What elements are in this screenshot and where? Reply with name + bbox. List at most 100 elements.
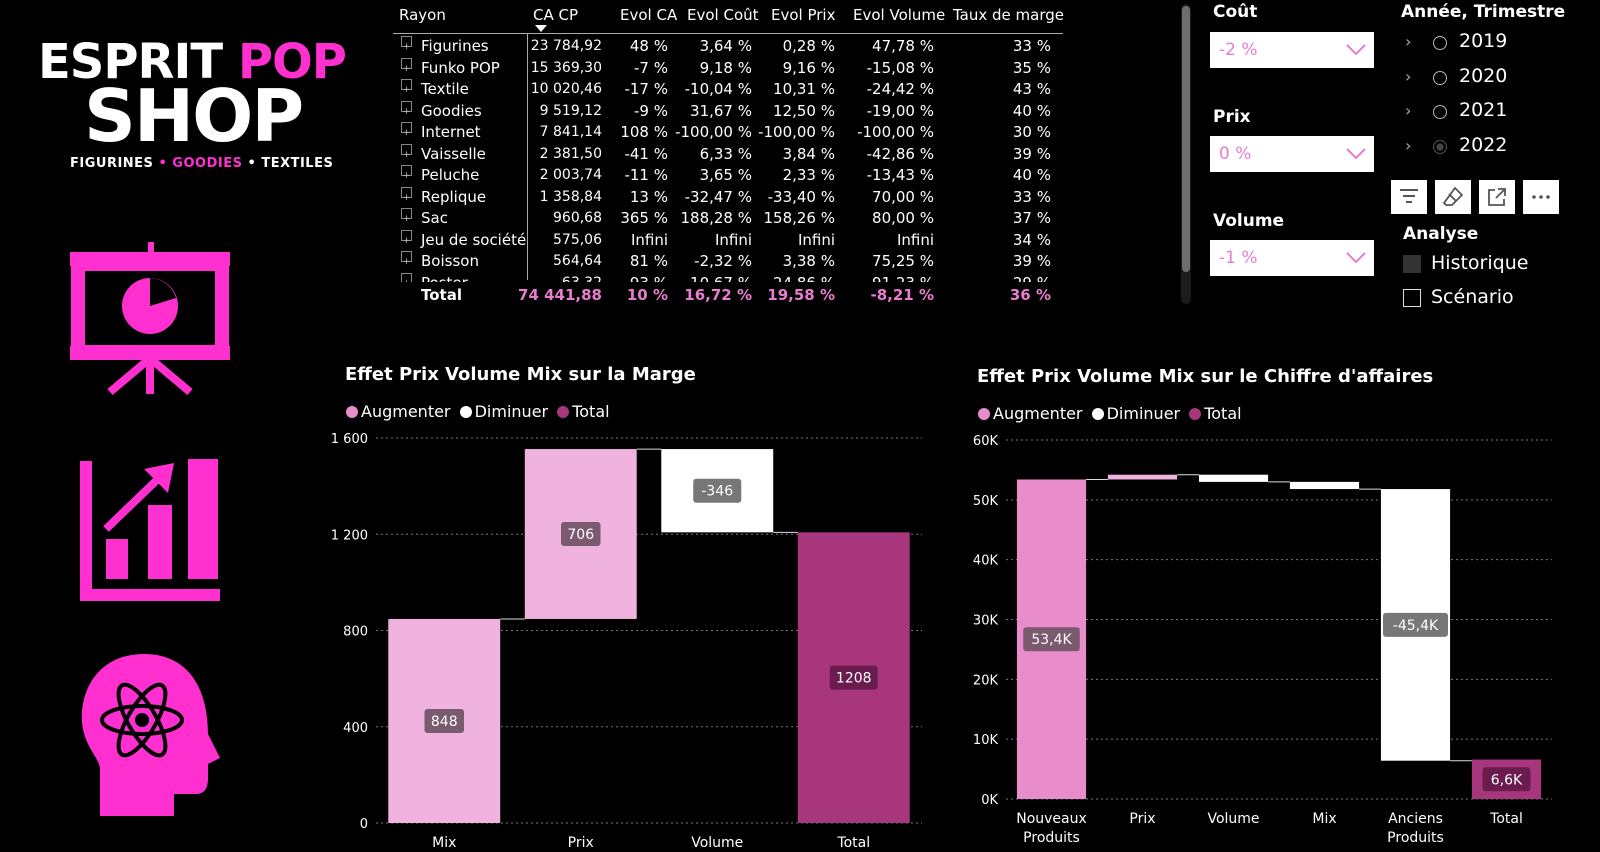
legend-item-increase[interactable]: Augmenter bbox=[346, 402, 451, 421]
radio-icon[interactable] bbox=[1433, 70, 1447, 85]
expand-row-icon[interactable]: + bbox=[401, 79, 412, 95]
clear-button[interactable] bbox=[1435, 180, 1471, 214]
col-header-evol-ca[interactable]: Evol CA bbox=[620, 6, 678, 24]
checkbox-icon[interactable] bbox=[1403, 255, 1421, 273]
cell-ca-cp: 2 381,50 bbox=[539, 145, 602, 162]
y-tick-label: 10K bbox=[973, 733, 999, 748]
cell-taux-marge: 39 % bbox=[1012, 252, 1051, 270]
eraser-icon bbox=[1443, 187, 1463, 206]
table-row[interactable]: + Textile 10 020,46 -17 % -10,04 % 10,31 % -24… bbox=[393, 79, 1065, 100]
expand-row-icon[interactable]: + bbox=[401, 100, 412, 117]
cell-rayon: Internet bbox=[421, 123, 481, 141]
legend-item-decrease[interactable]: Diminuer bbox=[1091, 404, 1180, 423]
radio-icon[interactable] bbox=[1433, 105, 1447, 119]
legend-dot-icon bbox=[1189, 408, 1202, 420]
table-row[interactable]: + Figurines 23 784,92 48 % 3,64 % 0,28 % 47,78… bbox=[393, 36, 1065, 57]
waterfall-bar[interactable] bbox=[1198, 474, 1269, 482]
cout-dropdown[interactable]: -2 % bbox=[1210, 32, 1374, 68]
x-category-label: Anciens bbox=[1388, 811, 1443, 827]
total-evol-cout: 16,72 % bbox=[684, 286, 752, 304]
logo-tag-sep-2: • bbox=[242, 156, 262, 171]
table-row[interactable]: + Sac 960,68 365 % 188,28 % 158,26 % 80,00 % 37… bbox=[393, 208, 1065, 229]
volume-dropdown[interactable]: -1 % bbox=[1210, 240, 1374, 276]
nav-presentation-button[interactable] bbox=[70, 242, 230, 402]
table-row[interactable]: + Jeu de société 575,06 Infini Infini Infini I… bbox=[393, 229, 1065, 251]
table-row[interactable]: + Funko POP 15 369,30 -7 % 9,18 % 9,16 % -15,0… bbox=[393, 57, 1065, 79]
radio-icon[interactable] bbox=[1433, 36, 1447, 50]
cell-evol-ca: Infini bbox=[630, 230, 668, 249]
checkbox-icon[interactable] bbox=[1403, 289, 1421, 307]
legend-dot-icon bbox=[459, 406, 472, 418]
cell-evol-volume: -19,00 % bbox=[866, 101, 934, 120]
y-tick-label: 20K bbox=[973, 673, 999, 688]
cell-evol-volume: 91,23 % bbox=[872, 273, 934, 283]
cell-taux-marge: 40 % bbox=[1012, 101, 1051, 120]
radio-icon[interactable] bbox=[1433, 139, 1447, 154]
table-row[interactable]: + Boisson 564,64 81 % -2,32 % 3,38 % 75,25 % 39… bbox=[393, 251, 1065, 272]
y-tick-label: 800 bbox=[343, 625, 368, 640]
analyse-option-label: Historique bbox=[1431, 252, 1529, 274]
table-row[interactable]: + Internet 7 841,14 108 % -100,00 % -100,00 %… bbox=[393, 122, 1065, 143]
chevron-right-icon[interactable]: › bbox=[1405, 135, 1412, 155]
logo-line-2: SHOP bbox=[84, 74, 304, 158]
chevron-right-icon[interactable]: › bbox=[1405, 32, 1412, 51]
expand-row-icon[interactable]: + bbox=[401, 143, 412, 160]
expand-row-icon[interactable]: + bbox=[401, 251, 412, 267]
table-row[interactable]: + Goodies 9 519,12 -9 % 31,67 % 12,50 % -19,00… bbox=[393, 100, 1065, 122]
col-header-evol-prix[interactable]: Evol Prix bbox=[771, 6, 836, 24]
expand-row-icon[interactable]: + bbox=[401, 186, 412, 203]
data-label: 1208 bbox=[836, 671, 872, 687]
total-ca-cp: 74 441,88 bbox=[518, 286, 602, 304]
chart-marge: 0 400 800 1 200 1 600 848 Mix 706 Prix -346 Volume… bbox=[331, 432, 922, 851]
logo-line-1: ESPRIT POP bbox=[38, 34, 347, 90]
col-header-taux-marge[interactable]: Taux de marge bbox=[953, 6, 1064, 24]
legend-item-total[interactable]: Total bbox=[1189, 404, 1242, 423]
nav-analytics-button[interactable] bbox=[70, 455, 230, 605]
chevron-right-icon[interactable]: › bbox=[1405, 101, 1412, 120]
data-label: -45,4K bbox=[1393, 618, 1439, 634]
table-row[interactable]: + Peluche 2 003,74 -11 % 3,65 % 2,33 % -13,43 … bbox=[393, 165, 1065, 186]
cell-rayon: Poster bbox=[421, 273, 468, 283]
cell-taux-marge: 33 % bbox=[1012, 187, 1051, 206]
expand-row-icon[interactable]: + bbox=[401, 229, 412, 246]
col-header-evol-cout[interactable]: Evol Coût bbox=[687, 6, 759, 24]
expand-row-icon[interactable]: + bbox=[401, 165, 412, 181]
cell-evol-ca: 365 % bbox=[620, 209, 668, 227]
chevron-down-icon bbox=[1346, 44, 1366, 56]
waterfall-bar[interactable] bbox=[1107, 474, 1178, 480]
col-header-ca-cp[interactable]: CA CP bbox=[533, 6, 579, 24]
x-category-label: Prix bbox=[568, 835, 594, 851]
cell-taux-marge: 29 % bbox=[1013, 273, 1051, 283]
nav-scenario-button[interactable] bbox=[70, 648, 230, 818]
filter-button[interactable] bbox=[1391, 180, 1427, 214]
y-tick-label: 0K bbox=[981, 793, 998, 808]
cell-rayon: Figurines bbox=[421, 37, 489, 55]
expand-row-icon[interactable]: + bbox=[401, 36, 412, 52]
table-row[interactable]: + Poster 63,32 93 % 10,67 % 24,86 % 91,23 % 29 … bbox=[393, 272, 1065, 283]
col-header-rayon[interactable]: Rayon bbox=[399, 6, 446, 24]
expand-row-icon[interactable]: + bbox=[401, 122, 412, 138]
y-tick-label: 0 bbox=[360, 817, 368, 832]
cell-evol-ca: -17 % bbox=[624, 80, 668, 98]
volume-value: -1 % bbox=[1219, 248, 1258, 268]
expand-row-icon[interactable]: + bbox=[401, 208, 412, 224]
cell-evol-cout: -2,32 % bbox=[694, 252, 752, 270]
cell-evol-volume: -100,00 % bbox=[857, 123, 934, 141]
legend-item-increase[interactable]: Augmenter bbox=[978, 404, 1083, 423]
cell-evol-cout: -10,04 % bbox=[684, 80, 752, 98]
legend-item-total[interactable]: Total bbox=[557, 402, 610, 421]
focus-mode-button[interactable] bbox=[1479, 180, 1515, 214]
col-header-evol-volume[interactable]: Evol Volume bbox=[853, 6, 946, 24]
table-scrollbar-thumb[interactable] bbox=[1182, 6, 1190, 272]
legend-item-decrease[interactable]: Diminuer bbox=[459, 402, 548, 421]
x-category-label: Produits bbox=[1387, 830, 1444, 846]
table-row[interactable]: + Replique 1 358,84 13 % -32,47 % -33,40 % 70,… bbox=[393, 186, 1065, 208]
waterfall-bar[interactable] bbox=[1289, 481, 1360, 490]
prix-dropdown[interactable]: 0 % bbox=[1210, 136, 1374, 172]
chevron-right-icon[interactable]: › bbox=[1405, 66, 1412, 86]
cell-taux-marge: 30 % bbox=[1012, 123, 1051, 141]
table-row[interactable]: + Vaisselle 2 381,50 -41 % 6,33 % 3,84 % -42,8… bbox=[393, 143, 1065, 165]
expand-row-icon[interactable]: + bbox=[401, 272, 412, 282]
expand-row-icon[interactable]: + bbox=[401, 57, 412, 74]
more-options-button[interactable] bbox=[1523, 180, 1559, 214]
